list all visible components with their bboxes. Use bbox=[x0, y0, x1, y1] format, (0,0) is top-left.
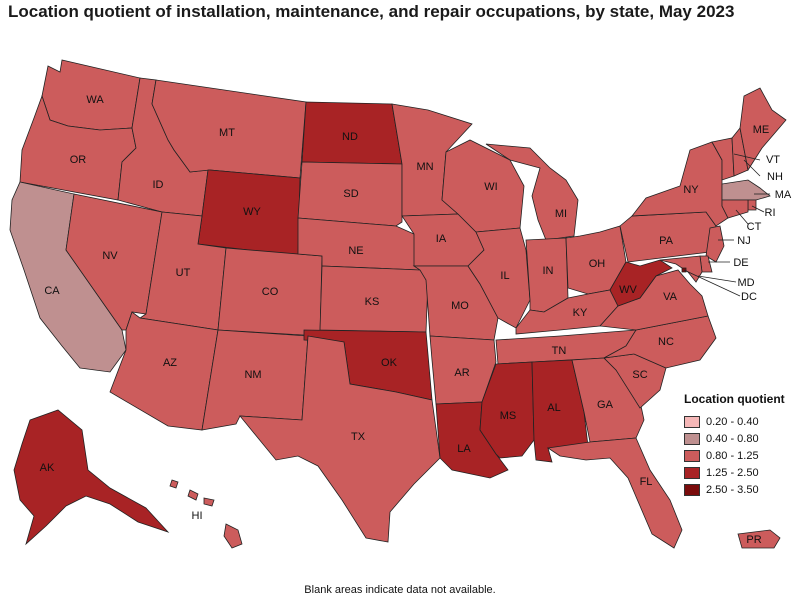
label-NJ: NJ bbox=[737, 235, 750, 247]
state-MA[interactable] bbox=[721, 179, 771, 201]
label-OR: OR bbox=[70, 154, 87, 166]
label-MA: MA bbox=[775, 189, 792, 201]
label-IN: IN bbox=[543, 265, 554, 277]
label-AZ: AZ bbox=[163, 357, 177, 369]
label-SD: SD bbox=[343, 188, 358, 200]
label-OK: OK bbox=[381, 357, 398, 369]
legend-title: Location quotient bbox=[684, 392, 785, 406]
label-AK: AK bbox=[40, 462, 55, 474]
label-TX: TX bbox=[351, 431, 366, 443]
label-AR: AR bbox=[454, 367, 469, 379]
label-WV: WV bbox=[619, 284, 637, 296]
label-CO: CO bbox=[262, 286, 279, 298]
state-IL[interactable] bbox=[467, 227, 531, 329]
state-KS[interactable] bbox=[319, 265, 429, 333]
state-HI-1[interactable] bbox=[169, 479, 179, 489]
label-KY: KY bbox=[573, 307, 588, 319]
label-MI: MI bbox=[555, 208, 567, 220]
legend-item: 0.20 - 0.40 bbox=[684, 414, 796, 430]
label-UT: UT bbox=[176, 267, 191, 279]
label-WI: WI bbox=[484, 181, 497, 193]
label-NY: NY bbox=[683, 184, 699, 196]
label-DE: DE bbox=[733, 257, 748, 269]
label-VT: VT bbox=[766, 154, 780, 166]
legend-label: 0.20 - 0.40 bbox=[706, 416, 759, 428]
label-NE: NE bbox=[348, 245, 363, 257]
legend: Location quotient 0.20 - 0.40 0.40 - 0.8… bbox=[684, 392, 796, 499]
footnote: Blank areas indicate data not available. bbox=[304, 584, 496, 596]
label-NV: NV bbox=[102, 250, 118, 262]
label-DC: DC bbox=[741, 291, 757, 303]
label-RI: RI bbox=[765, 207, 776, 219]
state-HI-4[interactable] bbox=[223, 523, 243, 549]
label-TN: TN bbox=[552, 345, 567, 357]
label-HI: HI bbox=[192, 510, 203, 522]
legend-item: 0.40 - 0.80 bbox=[684, 431, 796, 447]
state-SD[interactable] bbox=[297, 161, 403, 227]
label-GA: GA bbox=[597, 399, 614, 411]
state-VT[interactable] bbox=[711, 137, 735, 181]
state-WV[interactable] bbox=[609, 259, 673, 307]
label-MD: MD bbox=[737, 277, 754, 289]
label-MT: MT bbox=[219, 127, 235, 139]
label-FL: FL bbox=[640, 476, 653, 488]
legend-item: 1.25 - 2.50 bbox=[684, 465, 796, 481]
label-MO: MO bbox=[451, 300, 469, 312]
legend-swatch bbox=[684, 467, 700, 479]
label-WA: WA bbox=[86, 94, 104, 106]
label-CT: CT bbox=[747, 221, 762, 233]
state-HI-3[interactable] bbox=[203, 497, 215, 507]
legend-item: 2.50 - 3.50 bbox=[684, 482, 796, 498]
label-IA: IA bbox=[436, 233, 447, 245]
state-FL[interactable] bbox=[546, 437, 683, 549]
legend-swatch bbox=[684, 450, 700, 462]
label-VA: VA bbox=[663, 291, 678, 303]
label-OH: OH bbox=[589, 258, 606, 270]
label-CA: CA bbox=[44, 285, 60, 297]
label-NC: NC bbox=[658, 336, 674, 348]
state-AK[interactable] bbox=[13, 409, 170, 546]
legend-item: 0.80 - 1.25 bbox=[684, 448, 796, 464]
label-SC: SC bbox=[632, 369, 647, 381]
label-PA: PA bbox=[659, 235, 674, 247]
legend-label: 0.80 - 1.25 bbox=[706, 450, 759, 462]
state-AZ[interactable] bbox=[109, 311, 219, 431]
label-ND: ND bbox=[342, 131, 358, 143]
label-KS: KS bbox=[365, 296, 380, 308]
state-TX[interactable] bbox=[239, 335, 441, 543]
state-NJ[interactable] bbox=[705, 225, 725, 263]
state-NC[interactable] bbox=[603, 315, 717, 369]
label-ID: ID bbox=[153, 179, 164, 191]
legend-swatch bbox=[684, 433, 700, 445]
page-title: Location quotient of installation, maint… bbox=[8, 2, 735, 21]
label-AL: AL bbox=[547, 402, 560, 414]
state-MD[interactable] bbox=[659, 255, 703, 283]
legend-label: 2.50 - 3.50 bbox=[706, 484, 759, 496]
label-IL: IL bbox=[500, 270, 509, 282]
label-PR: PR bbox=[746, 534, 761, 546]
leader-lines bbox=[683, 153, 770, 297]
state-RI[interactable] bbox=[747, 199, 757, 211]
legend-swatch bbox=[684, 416, 700, 428]
label-MS: MS bbox=[500, 410, 517, 422]
label-WY: WY bbox=[243, 206, 261, 218]
label-NH: NH bbox=[767, 171, 783, 183]
label-LA: LA bbox=[457, 443, 471, 455]
state-PR[interactable] bbox=[737, 529, 781, 549]
legend-label: 0.40 - 0.80 bbox=[706, 433, 759, 445]
label-MN: MN bbox=[416, 161, 433, 173]
label-ME: ME bbox=[753, 124, 770, 136]
state-CT[interactable] bbox=[721, 199, 749, 219]
legend-label: 1.25 - 2.50 bbox=[706, 467, 759, 479]
state-HI-2[interactable] bbox=[187, 489, 199, 501]
legend-swatch bbox=[684, 484, 700, 496]
state-NY[interactable] bbox=[631, 141, 729, 227]
label-NM: NM bbox=[244, 369, 261, 381]
